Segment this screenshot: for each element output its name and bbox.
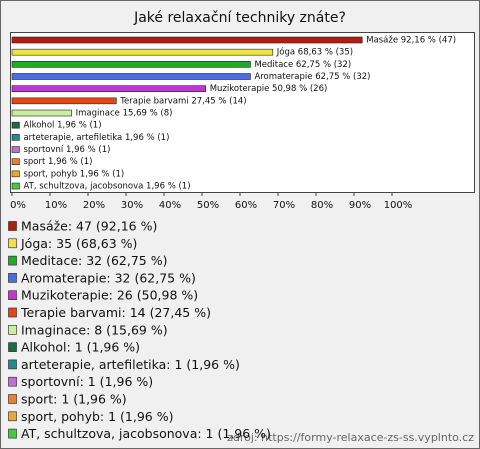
data-label: Muzikoterapie 50,98 % (26) [210, 84, 328, 94]
data-label: Jóga 68,63 % (35) [276, 47, 353, 58]
x-tick-label: 60% [235, 200, 257, 211]
legend-swatch [8, 273, 17, 283]
data-label: Terapie barvami 27,45 % (14) [119, 96, 246, 106]
data-label: sportovní 1,96 % (1) [23, 145, 110, 155]
legend-label: arteterapie, artefiletika: 1 (1,96 %) [21, 357, 240, 372]
bar [11, 121, 20, 129]
legend-swatch [8, 238, 17, 249]
legend-swatch [8, 290, 17, 301]
legend-label: Meditace: 32 (62,75 %) [21, 253, 167, 268]
legend-label: sport: 1 (1,96 %) [21, 392, 127, 407]
legend-label: Muzikoterapie: 26 (50,98 %) [21, 288, 198, 303]
legend-swatch [8, 255, 17, 266]
data-label: sport 1,96 % (1) [23, 157, 92, 167]
data-label: Masáže 92,16 % (47) [366, 36, 456, 46]
chart-title: Jaké relaxační techniky znáte? [133, 10, 346, 26]
legend-swatch [8, 324, 17, 335]
legend-swatch [8, 342, 17, 352]
data-label: Imaginace 15,69 % (8) [76, 109, 173, 119]
x-tick-label: 0% [10, 200, 26, 211]
legend-label: Masáže: 47 (92,16 %) [21, 219, 157, 234]
bar [11, 158, 20, 165]
x-tick-label: 70% [273, 200, 295, 211]
data-label: sport, pohyb 1,96 % (1) [23, 169, 124, 179]
legend-swatch [8, 411, 17, 422]
legend-label: sport, pohyb: 1 (1,96 %) [21, 409, 173, 424]
legend-swatch [8, 394, 17, 404]
legend-swatch [8, 359, 17, 370]
bar [11, 182, 20, 190]
legend-label: sportovní: 1 (1,96 %) [21, 374, 153, 389]
x-tick-label: 100% [384, 200, 413, 211]
legend-label: AT, schultzova, jacobsonova: 1 (1,96 %) [21, 426, 271, 441]
x-tick-label: 50% [197, 200, 219, 211]
bar [11, 48, 274, 56]
source: zdroj: https://formy-relaxace-zs-ss.vypl… [227, 431, 474, 444]
bar [11, 73, 251, 80]
legend-swatch [8, 221, 17, 231]
data-label: Aromaterapie 62,75 % (32) [254, 72, 370, 82]
x-tick-label: 20% [83, 200, 105, 211]
data-label: Alkohol 1,96 % (1) [23, 121, 101, 131]
legend-label: Alkohol: 1 (1,96 %) [21, 340, 140, 355]
data-label: arteterapie, artefiletika 1,96 % (1) [23, 133, 169, 143]
data-label: AT, schultzova, jacobsonova 1,96 % (1) [23, 182, 190, 192]
bar [11, 146, 20, 153]
bar [11, 61, 251, 68]
legend-swatch [8, 428, 17, 439]
data-label: Meditace 62,75 % (32) [254, 60, 351, 70]
legend-label: Imaginace: 8 (15,69 %) [21, 322, 168, 337]
bar [11, 134, 20, 141]
bar [11, 170, 20, 178]
x-tick-label: 90% [349, 200, 371, 211]
bar [11, 36, 363, 44]
bar [11, 97, 117, 105]
plot-area [10, 32, 475, 193]
legend-swatch [8, 307, 17, 318]
legend-label: Aromaterapie: 32 (62,75 %) [21, 270, 196, 285]
legend-label: Jóga: 35 (68,63 %) [20, 236, 137, 251]
bar [11, 85, 207, 92]
bar [11, 109, 72, 117]
x-tick-label: 40% [159, 200, 181, 211]
x-tick-label: 10% [45, 200, 67, 211]
x-tick-label: 80% [311, 200, 333, 211]
legend-label: Terapie barvami: 14 (27,45 %) [20, 305, 211, 320]
legend-swatch [8, 376, 17, 387]
x-tick-label: 30% [121, 200, 143, 211]
